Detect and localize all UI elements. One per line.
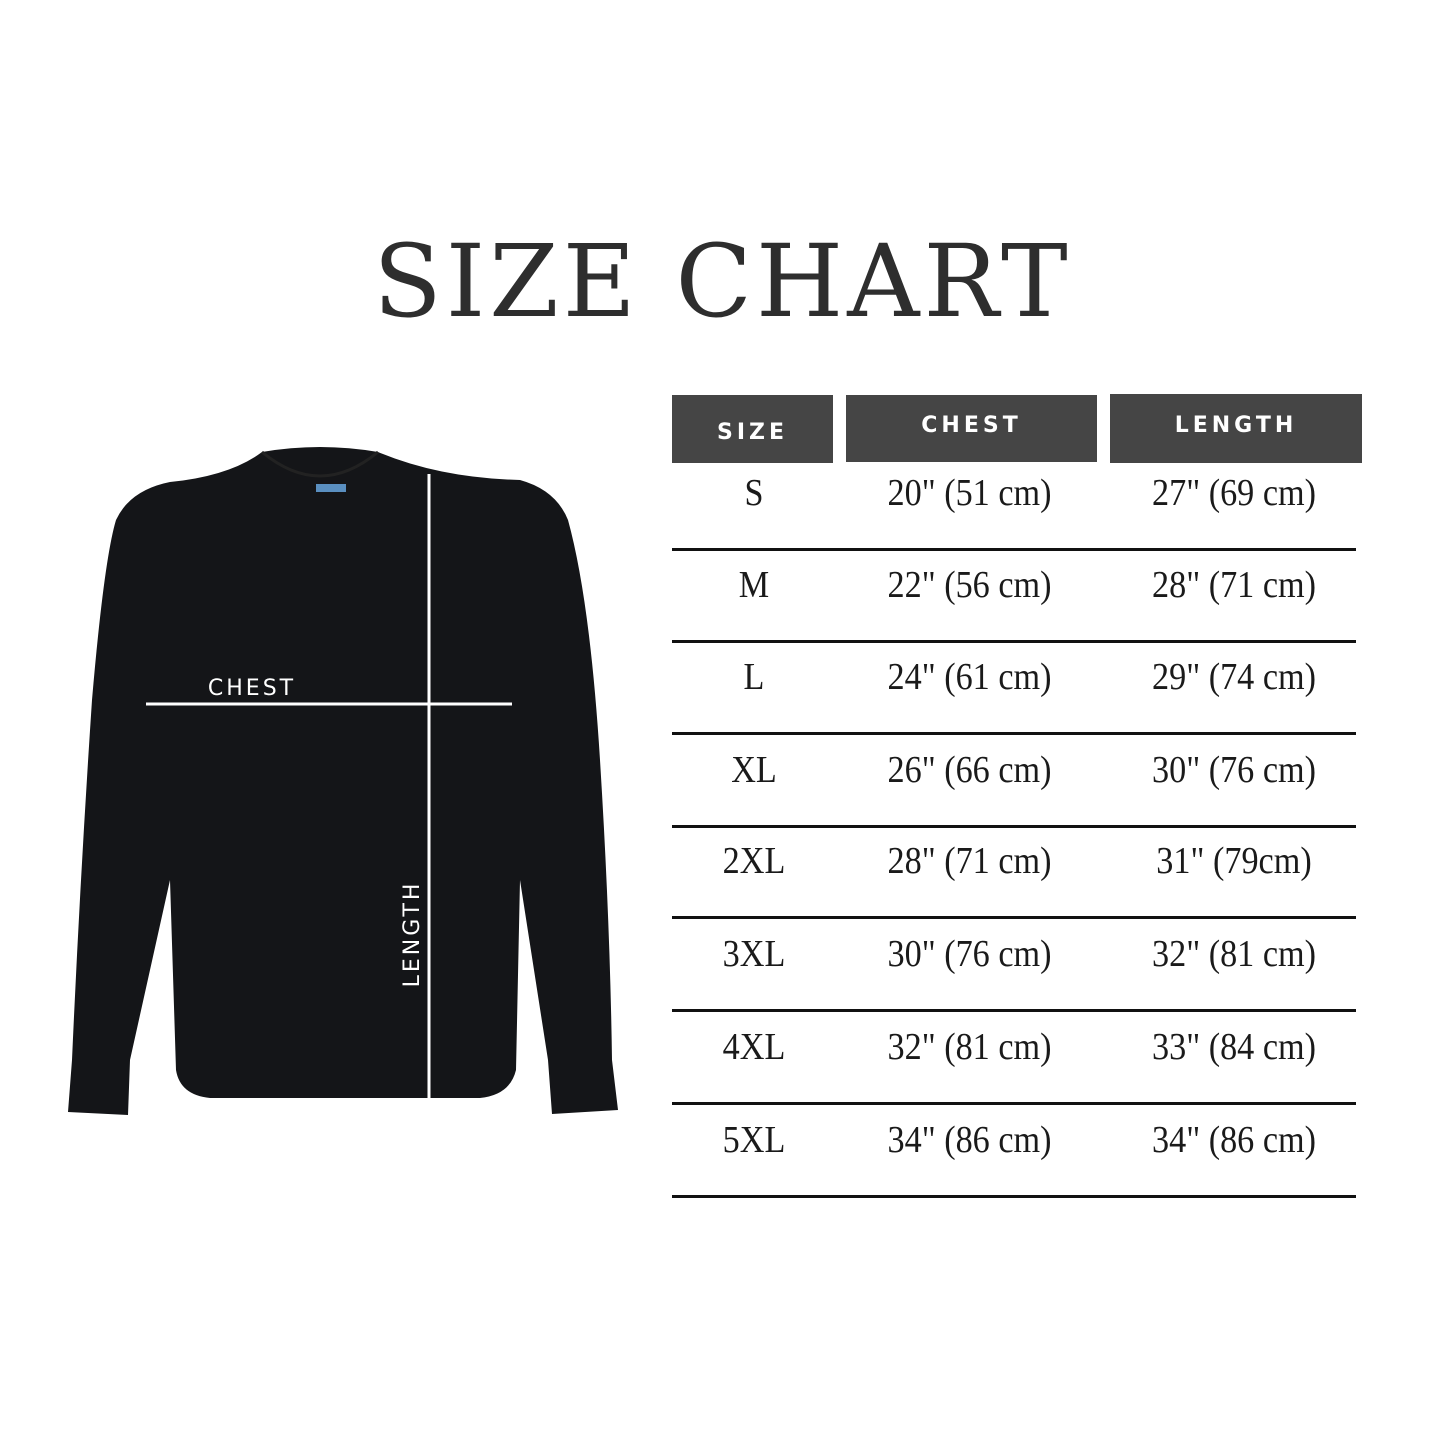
- header-chest: CHEST: [846, 395, 1097, 462]
- length-cell: 29" (74 cm): [1151, 656, 1317, 698]
- table-row: L 24" (61 cm) 29" (74 cm): [672, 640, 1356, 735]
- chest-cell: 28" (71 cm): [887, 840, 1052, 882]
- table-row: 4XL 32" (81 cm) 33" (84 cm): [672, 1010, 1356, 1105]
- table-row: 2XL 28" (71 cm) 31" (79cm): [672, 824, 1356, 919]
- length-cell: 28" (71 cm): [1151, 564, 1317, 606]
- chest-cell: 24" (61 cm): [887, 656, 1052, 698]
- chest-cell: 26" (66 cm): [887, 749, 1052, 791]
- chest-cell: 30" (76 cm): [887, 933, 1052, 975]
- chest-label: CHEST: [208, 676, 296, 701]
- table-row: M 22" (56 cm) 28" (71 cm): [672, 548, 1356, 643]
- chest-cell: 32" (81 cm): [887, 1026, 1052, 1068]
- table-row: XL 26" (66 cm) 30" (76 cm): [672, 733, 1356, 828]
- length-cell: 27" (69 cm): [1151, 472, 1317, 514]
- header-size: SIZE: [672, 395, 833, 463]
- table-row: 5XL 34" (86 cm) 34" (86 cm): [672, 1103, 1356, 1198]
- chest-cell: 34" (86 cm): [887, 1119, 1052, 1161]
- length-cell: 34" (86 cm): [1151, 1119, 1317, 1161]
- size-cell: L: [743, 656, 765, 698]
- size-cell: M: [738, 564, 770, 606]
- chest-cell: 22" (56 cm): [887, 564, 1052, 606]
- length-cell: 33" (84 cm): [1151, 1026, 1317, 1068]
- length-label: LENGTH: [400, 881, 425, 988]
- size-cell: S: [744, 472, 764, 514]
- length-cell: 31" (79cm): [1156, 840, 1312, 882]
- size-cell: 3XL: [722, 933, 786, 975]
- table-row: 3XL 30" (76 cm) 32" (81 cm): [672, 917, 1356, 1012]
- chest-cell: 20" (51 cm): [887, 472, 1052, 514]
- size-cell: 5XL: [722, 1119, 786, 1161]
- size-cell: 4XL: [722, 1026, 786, 1068]
- length-cell: 32" (81 cm): [1151, 933, 1317, 975]
- page-title: SIZE CHART: [373, 223, 1072, 340]
- header-length: LENGTH: [1110, 394, 1362, 463]
- size-cell: XL: [731, 749, 777, 791]
- sweatshirt-image: [68, 447, 618, 1115]
- table-row: S 20" (51 cm) 27" (69 cm): [672, 456, 1356, 551]
- size-cell: 2XL: [722, 840, 786, 882]
- shirt-tag: [316, 484, 346, 492]
- length-cell: 30" (76 cm): [1151, 749, 1317, 791]
